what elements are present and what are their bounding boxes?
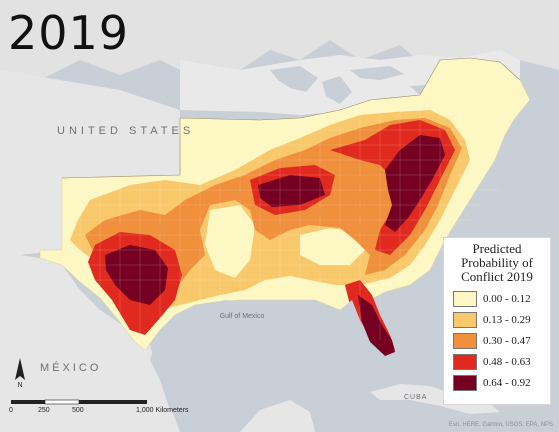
region-class-1-inner-b xyxy=(300,228,365,265)
map-title: 2019 xyxy=(8,6,130,60)
legend-swatch xyxy=(453,291,477,307)
legend-item: 0.13 - 0.29 xyxy=(453,310,550,330)
north-arrow-icon: N xyxy=(15,358,25,388)
legend-title: Predicted Probability of Conflict 2019 xyxy=(444,242,550,284)
legend-label: 0.64 - 0.92 xyxy=(483,377,531,389)
legend-swatch xyxy=(453,312,477,328)
legend-swatch xyxy=(453,375,477,391)
study-area-outline xyxy=(61,57,521,179)
land-great-lakes-region xyxy=(180,50,520,115)
region-class-1-inner-a xyxy=(205,205,255,278)
scale-bar: 0 250 500 1,000 Kilometers xyxy=(8,398,208,418)
legend-label: 0.13 - 0.29 xyxy=(483,314,531,326)
svg-text:N: N xyxy=(17,382,22,388)
legend-label: 0.48 - 0.63 xyxy=(483,356,531,368)
label-united-states: UNITED STATES xyxy=(57,125,195,137)
map-attribution: Esri, HERE, Garmin, USGS, EPA, NPS xyxy=(448,422,553,428)
legend-swatch xyxy=(453,354,477,370)
great-lakes xyxy=(270,66,446,104)
label-cuba: CUBA xyxy=(404,394,428,401)
legend-swatch xyxy=(453,333,477,349)
legend-label: 0.30 - 0.47 xyxy=(483,335,531,347)
region-class-4 xyxy=(88,120,455,355)
scale-bar-graphic xyxy=(11,399,147,405)
legend-label: 0.00 - 0.12 xyxy=(483,293,531,305)
legend-title-line-2: Probability of xyxy=(461,255,533,270)
scale-tick-1000: 1,000 Kilometers xyxy=(136,407,189,414)
legend-title-line-3: Conflict 2019 xyxy=(461,269,533,284)
land-cuba xyxy=(370,384,500,414)
land-mexico xyxy=(0,250,180,432)
label-mexico: MÉXICO xyxy=(40,362,102,374)
label-gulf: Gulf of Mexico xyxy=(219,313,265,320)
legend-item: 0.64 - 0.92 xyxy=(453,373,550,393)
county-mesh xyxy=(62,60,501,340)
scale-tick-0: 0 xyxy=(9,407,13,414)
gulf-water xyxy=(150,300,385,420)
legend: Predicted Probability of Conflict 2019 0… xyxy=(443,237,551,405)
scale-tick-250: 250 xyxy=(38,407,50,414)
legend-item: 0.48 - 0.63 xyxy=(453,352,550,372)
scale-tick-500: 500 xyxy=(72,407,84,414)
land-us-west xyxy=(0,70,180,255)
legend-item: 0.00 - 0.12 xyxy=(453,289,550,309)
land-yucatan xyxy=(240,400,315,432)
region-class-5 xyxy=(105,135,445,356)
legend-item: 0.30 - 0.47 xyxy=(453,331,550,351)
legend-title-line-1: Predicted xyxy=(472,241,522,256)
